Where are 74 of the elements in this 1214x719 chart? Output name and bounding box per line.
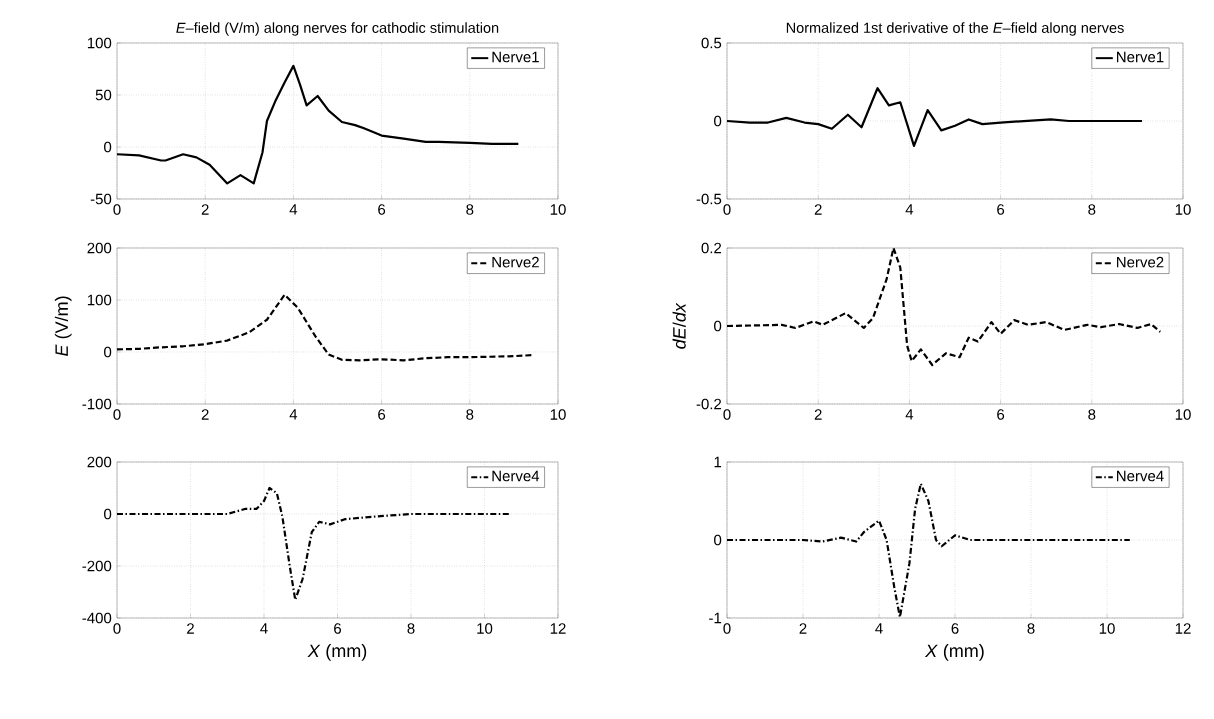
x-tick-label: 6: [378, 409, 386, 420]
y-tick-label: 200: [87, 456, 112, 468]
x-tick-label: 10: [1099, 623, 1115, 634]
x-tick-label: 2: [187, 623, 194, 634]
legend-label: Nerve1: [492, 51, 539, 63]
chart-title: E–field (V/m) along nerves for cathodic stimulation: [176, 22, 499, 36]
y-tick-label: -0.2: [696, 398, 722, 410]
y-tick-label: 0: [104, 508, 112, 520]
y-tick-label: 1: [714, 456, 722, 468]
x-tick-label: 8: [1027, 623, 1035, 634]
x-tick-label: 10: [550, 204, 566, 215]
x-tick-label: 2: [814, 204, 822, 215]
x-tick-label: 6: [997, 409, 1005, 420]
x-axis-title: X (mm): [924, 644, 984, 661]
x-tick-label: 10: [477, 623, 493, 634]
y-tick-label: 0: [714, 115, 722, 127]
chart-title: Normalized 1st derivative of the E–field along nerves: [786, 22, 1124, 36]
x-tick-label: 4: [289, 409, 298, 420]
x-axis-title: X (mm): [307, 644, 367, 661]
y-tick-label: 0: [714, 320, 722, 332]
y-tick-label: 100: [87, 294, 112, 306]
x-tick-label: 4: [905, 409, 914, 420]
y-tick-label: -0.5: [696, 193, 722, 205]
x-tick-label: 12: [550, 623, 566, 634]
line-series: [727, 248, 1162, 367]
x-tick-label: 6: [951, 623, 959, 634]
x-tick-label: 10: [1175, 204, 1191, 215]
x-tick-label: 4: [289, 204, 298, 215]
y-tick-label: 0: [104, 141, 112, 153]
x-tick-label: 2: [201, 204, 209, 215]
x-tick-label: 6: [997, 204, 1005, 215]
x-tick-label: 2: [201, 409, 209, 420]
y-tick-label: 50: [95, 89, 112, 101]
x-tick-label: 0: [723, 204, 731, 215]
y-axis-title: E (V/m): [54, 296, 72, 357]
y-tick-label: 0: [714, 534, 722, 546]
x-tick-label: 10: [1175, 409, 1191, 420]
y-tick-label: 0.5: [701, 37, 722, 49]
y-tick-label: -50: [90, 193, 112, 205]
y-tick-label: 200: [87, 242, 112, 254]
x-tick-label: 10: [550, 409, 566, 420]
y-axis-title: dE/dx: [672, 302, 686, 349]
x-tick-label: 2: [814, 409, 822, 420]
x-tick-label: 12: [1175, 623, 1191, 634]
y-tick-label: -1: [709, 612, 722, 624]
y-tick-label: -100: [82, 398, 112, 410]
x-tick-label: 4: [905, 204, 914, 215]
x-tick-label: 6: [334, 623, 342, 634]
x-tick-label: 4: [875, 623, 883, 634]
x-tick-label: 4: [260, 623, 268, 634]
legend-label: Nerve1: [1117, 51, 1164, 63]
x-tick-label: 8: [1088, 409, 1096, 420]
y-tick-label: -200: [82, 560, 112, 572]
y-tick-label: 0: [104, 346, 112, 358]
line-series: [117, 64, 520, 185]
legend-label: Nerve4: [492, 470, 540, 482]
x-tick-label: 0: [113, 409, 121, 420]
x-tick-label: 8: [1088, 204, 1096, 215]
x-tick-label: 0: [723, 623, 731, 634]
x-tick-label: 8: [407, 623, 415, 634]
line-series: [727, 87, 1144, 148]
x-tick-label: 6: [378, 204, 386, 215]
y-tick-label: 100: [87, 37, 112, 49]
legend-label: Nerve4: [1117, 470, 1164, 482]
x-tick-label: 8: [466, 204, 474, 215]
y-tick-label: 0.2: [701, 242, 722, 254]
x-tick-label: 2: [799, 623, 807, 634]
x-tick-label: 0: [113, 623, 121, 634]
x-tick-label: 0: [113, 204, 121, 215]
legend-label: Nerve2: [1117, 256, 1164, 268]
y-tick-label: -400: [82, 612, 112, 624]
x-tick-label: 8: [466, 409, 474, 420]
x-tick-label: 0: [723, 409, 731, 420]
legend-label: Nerve2: [492, 256, 539, 268]
